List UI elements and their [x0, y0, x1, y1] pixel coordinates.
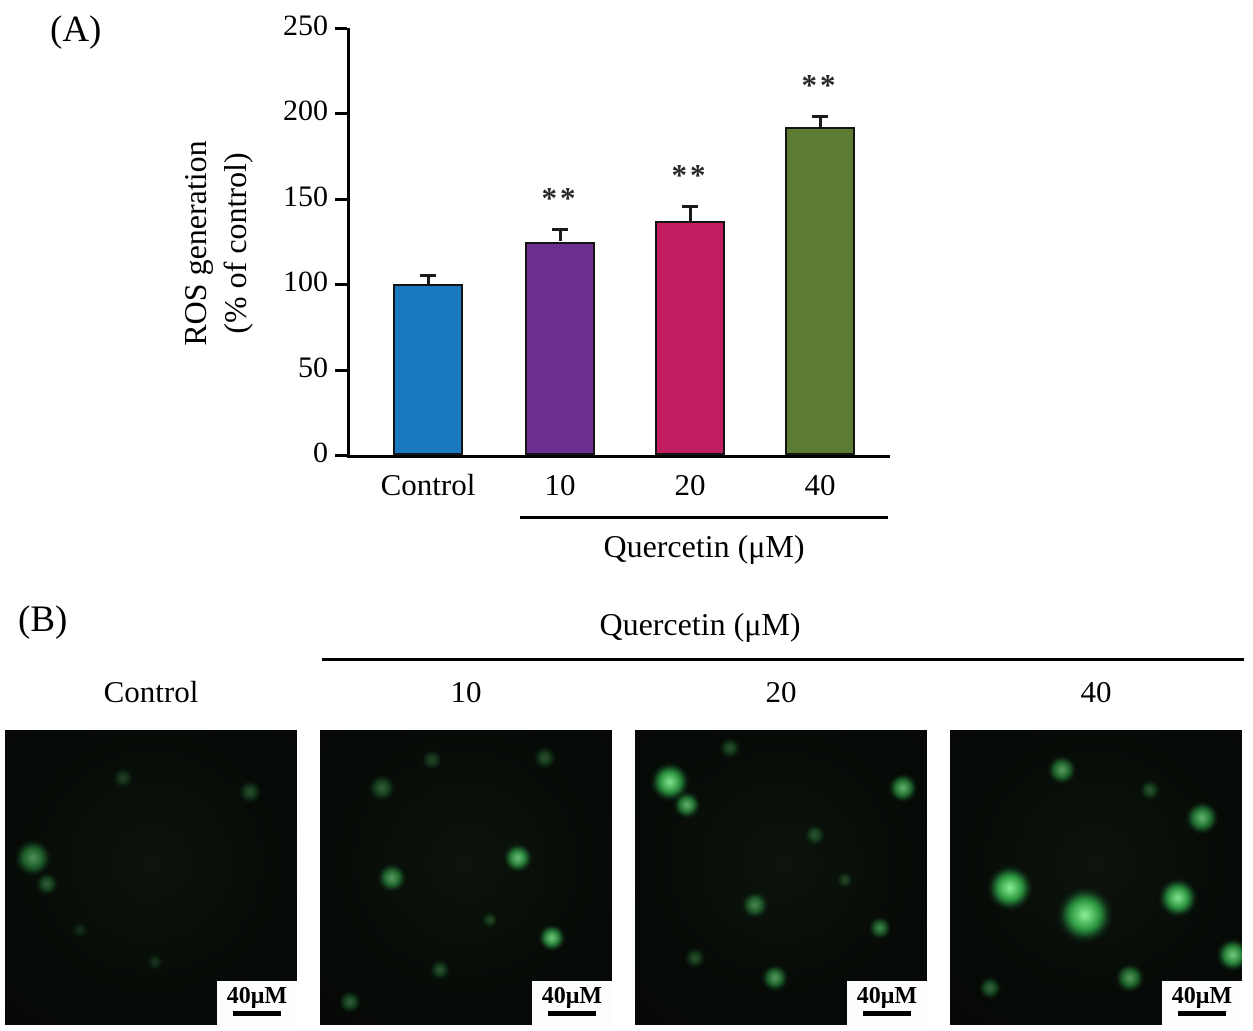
- bar-20: [655, 221, 725, 455]
- fluorescence-image-control: 40μM: [5, 730, 297, 1025]
- scale-bar-box: 40μM: [1161, 981, 1242, 1025]
- error-bar-line: [689, 207, 692, 221]
- fluorescent-cell: [987, 865, 1033, 911]
- microscopy-row: Control 40μM 10 40μM 20 40μM 40 40μM: [0, 600, 1253, 1031]
- fluorescent-cell: [377, 863, 407, 893]
- fluorescence-image-10: 40μM: [320, 730, 612, 1025]
- fluorescent-cell: [1158, 878, 1198, 918]
- y-tick: [335, 454, 347, 457]
- y-tick: [335, 368, 347, 372]
- column-label-20: 20: [765, 674, 797, 709]
- fluorescent-cell: [1057, 887, 1113, 943]
- fluorescent-cell: [674, 792, 700, 818]
- fluorescent-cell: [762, 965, 788, 991]
- y-tick: [335, 27, 347, 30]
- error-bar-line: [559, 229, 562, 242]
- fluorescent-cell: [1115, 963, 1145, 993]
- significance-marker: **: [671, 157, 709, 193]
- column-label-40: 40: [1080, 674, 1112, 709]
- fluorescent-cell: [72, 922, 88, 938]
- fluorescent-cell: [837, 872, 853, 888]
- x-category-label: 10: [544, 467, 576, 502]
- y-tick: [335, 112, 347, 116]
- error-bar-cap: [552, 227, 568, 231]
- fluorescent-cell: [503, 843, 533, 873]
- x-category-label: 20: [674, 467, 706, 502]
- y-axis: [347, 28, 350, 458]
- fluorescent-cell: [720, 738, 740, 758]
- fluorescent-cell: [482, 912, 498, 928]
- bar-10: [525, 241, 595, 455]
- y-tick-label: 100: [283, 265, 328, 299]
- panel-b-header: Quercetin (μM): [599, 606, 801, 642]
- scale-bar-box: 40μM: [531, 981, 612, 1025]
- error-bar-line: [427, 275, 430, 285]
- fluorescent-cell: [1217, 939, 1242, 971]
- panel-a-label: (A): [50, 9, 102, 50]
- fluorescent-cell: [685, 948, 705, 968]
- significance-marker: **: [541, 179, 579, 215]
- fluorescent-cell: [369, 775, 395, 801]
- x-axis-group-label: Quercetin (μM): [603, 528, 805, 564]
- scale-bar: [232, 1011, 281, 1016]
- bar-40: [785, 127, 855, 455]
- fluorescent-cell: [1140, 780, 1160, 800]
- fluorescent-cell: [35, 872, 59, 896]
- fluorescent-cell: [430, 960, 450, 980]
- fluorescent-cell: [113, 768, 133, 788]
- fluorescent-cell: [422, 750, 442, 770]
- scale-bar-box: 40μM: [216, 981, 297, 1025]
- x-category-label: Control: [380, 467, 476, 502]
- x-category-label: 40: [804, 467, 836, 502]
- group-underline: [520, 516, 888, 519]
- bar-control: [393, 284, 463, 455]
- y-tick-label: 250: [283, 9, 328, 42]
- fluorescent-cell: [338, 990, 362, 1014]
- y-tick-label: 50: [298, 350, 328, 384]
- scale-bar: [862, 1011, 911, 1016]
- scale-bar: [547, 1011, 596, 1016]
- scale-bar-label: 40μM: [1171, 983, 1232, 1009]
- y-tick-label: 0: [313, 436, 328, 469]
- fluorescence-image-20: 40μM: [635, 730, 927, 1025]
- fluorescent-cell: [15, 840, 51, 876]
- error-bar-cap: [420, 273, 436, 277]
- scale-bar-label: 40μM: [856, 983, 917, 1009]
- column-label-10: 10: [450, 674, 482, 709]
- error-bar-cap: [682, 205, 698, 209]
- panel-b-header-underline: [322, 658, 1244, 661]
- fluorescent-cell: [539, 925, 565, 951]
- fluorescent-cell: [533, 746, 557, 770]
- fluorescent-cell: [978, 976, 1002, 1000]
- significance-marker: **: [801, 66, 839, 102]
- x-axis: [347, 455, 890, 458]
- scale-bar-label: 40μM: [541, 983, 602, 1009]
- fluorescence-image-40: 40μM: [950, 730, 1242, 1025]
- fluorescent-cell: [888, 773, 918, 803]
- scale-bar-box: 40μM: [846, 981, 927, 1025]
- scale-bar: [1177, 1011, 1226, 1016]
- fluorescent-cell: [1047, 755, 1077, 785]
- error-bar-cap: [812, 114, 828, 118]
- fluorescent-cell: [742, 892, 768, 918]
- fluorescent-cell: [868, 916, 892, 940]
- fluorescent-cell: [238, 780, 262, 804]
- column-label-control: Control: [103, 674, 199, 709]
- error-bar-line: [819, 116, 822, 128]
- fluorescent-cell: [147, 954, 163, 970]
- y-tick: [335, 197, 347, 201]
- y-tick: [335, 283, 347, 287]
- panel-b-label: (B): [18, 599, 68, 640]
- ros-bar-chart: 0 50 100 150 200 250 Control 10 ** 20 ** 40 **: [283, 9, 890, 519]
- fluorescent-cell: [805, 825, 825, 845]
- scale-bar-label: 40μM: [226, 983, 287, 1009]
- fluorescent-cell: [1186, 802, 1218, 834]
- y-tick-label: 200: [283, 94, 328, 128]
- y-tick-label: 150: [283, 179, 328, 213]
